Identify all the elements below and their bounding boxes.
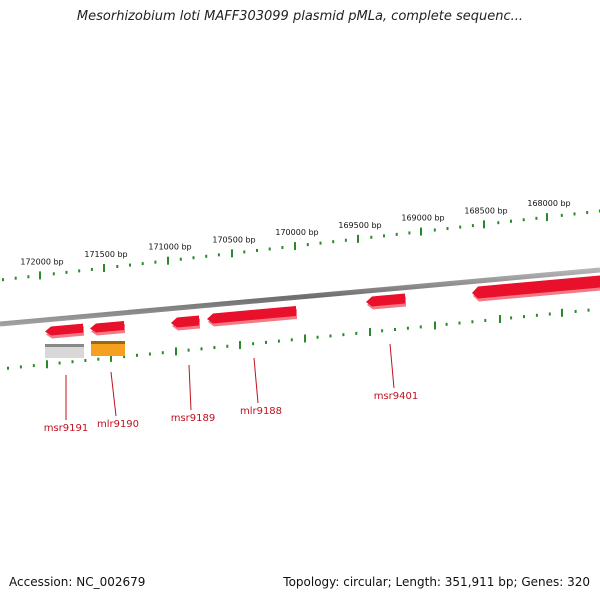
scale-label: 169000 bp [401,214,444,223]
scale-label: 170000 bp [275,228,318,237]
feature-arrow[interactable] [472,275,600,302]
gene-name: msr9401 [374,391,419,402]
scale-label: 171000 bp [148,243,191,252]
feature-arrow[interactable] [366,293,406,310]
scale-label: 172000 bp [20,257,63,266]
scale-label: 171500 bp [84,250,127,259]
accession-label: Accession: NC_002679 [9,575,146,589]
gene-label-msr9401[interactable]: msr9401 [374,343,419,402]
feature-arrow[interactable] [171,315,200,331]
gene-name: msr9191 [44,423,89,434]
scale-label: 168500 bp [464,206,507,215]
gene-label-layer: msr9191 mlr9190 msr9189 mlr9188 msr9401 [44,343,419,434]
feature-arrow[interactable] [90,320,125,336]
plasmid-backbone [0,267,600,327]
gene-label-msr9189[interactable]: msr9189 [171,364,216,424]
scale-label: 170500 bp [212,235,255,244]
gene-name: msr9189 [171,413,216,424]
inner-scale-ruler [7,308,590,370]
outer-scale-ruler: 172000 bp 171500 bp 171000 bp 170500 bp 1700… [2,199,600,282]
page-title: Mesorhizobium loti MAFF303099 plasmid pM… [76,9,524,24]
feature-arrow[interactable] [207,305,297,327]
gene-label-msr9191[interactable]: msr9191 [44,375,89,434]
scale-label: 169500 bp [338,221,381,230]
gene-block-msr9191[interactable] [45,344,84,358]
feature-track [45,275,600,358]
feature-arrow[interactable] [45,323,84,339]
gene-label-mlr9188[interactable]: mlr9188 [240,357,282,417]
leader-line [188,364,192,411]
topology-summary: Topology: circular; Length: 351,911 bp; … [283,575,590,589]
gene-block-mlr9190[interactable] [91,341,125,356]
gene-name: mlr9190 [97,419,139,430]
gene-name: mlr9188 [240,406,282,417]
leader-line [389,343,395,389]
scale-label: 168000 bp [527,199,570,208]
leader-line [110,371,117,417]
gene-label-mlr9190[interactable]: mlr9190 [97,371,139,430]
leader-line [253,357,259,404]
